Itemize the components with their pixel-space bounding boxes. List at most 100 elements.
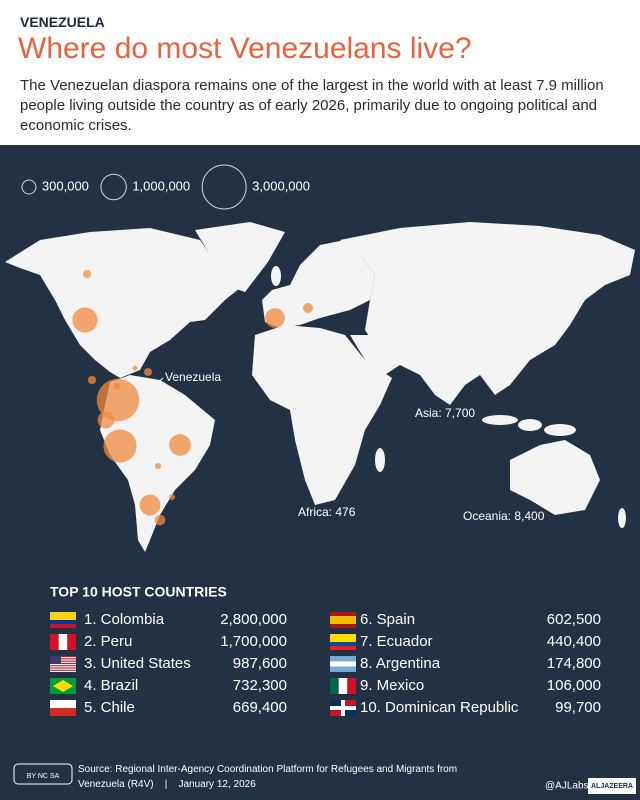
legend-label: 3,000,000	[252, 178, 310, 193]
legend-label: 300,000	[42, 178, 89, 193]
country-name: 2. Peru	[84, 633, 132, 650]
flag-band	[50, 620, 76, 624]
bubble	[265, 308, 285, 328]
subtitle: The Venezuelan diaspora remains one of t…	[20, 77, 604, 134]
bubble	[143, 367, 153, 377]
separator: |	[164, 779, 168, 790]
flag-band	[67, 634, 76, 650]
license: BY NC SA	[27, 773, 60, 780]
license-badge: BY NC SA	[13, 763, 73, 785]
flag-band	[345, 710, 356, 716]
flag	[330, 656, 356, 672]
land	[5, 222, 635, 552]
flag	[330, 634, 356, 650]
date: January 12, 2026	[178, 779, 256, 790]
flag	[50, 612, 76, 628]
country-value: 440,400	[547, 633, 601, 650]
legend-circle	[100, 173, 127, 201]
flag	[330, 612, 356, 628]
legend-circle	[201, 164, 247, 210]
region-label: Asia: 7,700	[415, 406, 475, 420]
title: Where do most Venezuelans live?	[18, 32, 472, 65]
flag-band	[50, 667, 76, 669]
flag-band	[50, 700, 76, 708]
flag-band	[50, 708, 76, 716]
legend-label: 1,000,000	[132, 178, 190, 193]
flag-band	[50, 669, 76, 671]
flag	[50, 678, 76, 694]
flag-band	[50, 656, 61, 664]
country-value: 602,500	[547, 611, 601, 628]
flag-band	[345, 700, 356, 706]
flag	[50, 656, 76, 671]
flag-band	[330, 700, 341, 706]
logo: ALJAZEERA	[591, 783, 633, 790]
flag-band	[330, 616, 356, 624]
flag-band	[330, 642, 356, 646]
country-name: 3. United States	[84, 655, 191, 672]
flag-band	[50, 634, 59, 650]
flag	[330, 700, 356, 716]
country-value: 732,300	[233, 677, 287, 694]
country-name: 9. Mexico	[360, 677, 424, 694]
flag-band	[347, 678, 356, 694]
flag	[330, 678, 356, 694]
country-name: 1. Colombia	[84, 611, 165, 628]
bubble	[103, 429, 137, 463]
bubble	[139, 494, 161, 516]
country-name: 7. Ecuador	[360, 633, 433, 650]
country-value: 174,800	[547, 655, 601, 672]
bubble	[169, 434, 191, 456]
flag-band	[330, 634, 356, 642]
flag-band	[330, 612, 356, 616]
table-title: TOP 10 HOST COUNTRIES	[50, 584, 227, 600]
label-leader	[149, 377, 164, 391]
country-value: 987,600	[233, 655, 287, 672]
flag-band	[330, 710, 341, 716]
source: Source: Regional Inter-Agency Coordinati…	[78, 764, 458, 790]
bubble	[154, 514, 166, 526]
bubble	[97, 411, 115, 429]
flag-band	[50, 658, 76, 660]
bubble	[96, 378, 140, 422]
country-name: 5. Chile	[84, 699, 135, 716]
credit: @AJLabs	[545, 781, 589, 792]
flag-band	[330, 646, 356, 650]
flag-band	[50, 662, 76, 664]
flag-band	[330, 624, 356, 628]
logo-box	[588, 778, 636, 794]
flag-band	[50, 624, 76, 628]
country-value: 106,000	[547, 677, 601, 694]
kicker: VENEZUELA	[20, 14, 105, 30]
bubble	[72, 307, 98, 333]
country-value: 1,700,000	[220, 633, 287, 650]
country-label: Venezuela	[165, 370, 221, 384]
flag-band	[50, 665, 76, 667]
region-label: Africa: 476	[298, 505, 356, 519]
country-value: 669,400	[233, 699, 287, 716]
country-value: 99,700	[555, 699, 601, 716]
region-label: Oceania: 8,400	[463, 509, 545, 523]
country-name: 8. Argentina	[360, 655, 441, 672]
flag	[50, 634, 76, 650]
footer: Source: Regional Inter-Agency Coordinati…	[78, 762, 498, 792]
flag-band	[50, 656, 76, 658]
flag-band	[58, 634, 68, 650]
flag-band	[338, 678, 348, 694]
flag-band	[50, 660, 76, 662]
flag-band	[50, 612, 76, 620]
country-value: 2,800,000	[220, 611, 287, 628]
flag-band	[330, 656, 356, 662]
country-name: 4. Brazil	[84, 677, 138, 694]
flag	[50, 700, 76, 716]
country-name: 6. Spain	[360, 611, 415, 628]
flag-band	[53, 680, 73, 692]
legend-circle	[21, 179, 37, 195]
bubble	[87, 375, 97, 385]
flag-band	[330, 678, 339, 694]
country-name: 10. Dominican Republic	[360, 699, 519, 716]
flag-band	[330, 666, 356, 672]
flag-band	[330, 661, 356, 667]
